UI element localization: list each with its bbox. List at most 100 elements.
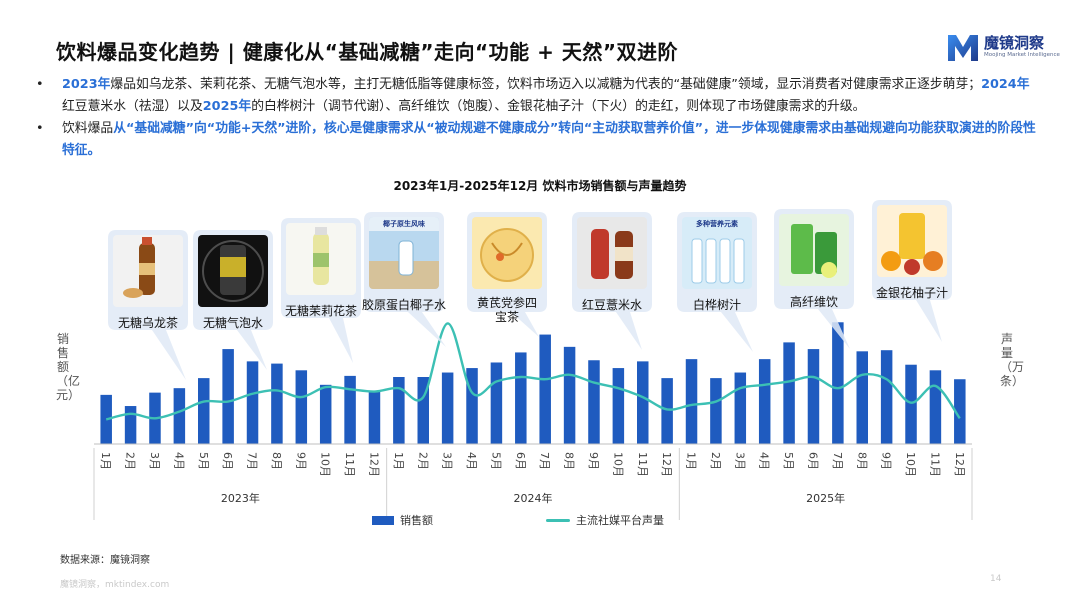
- x-tick-label: 7月: [538, 452, 551, 470]
- page-title: 饮料爆品变化趋势 | 健康化从“基础减糖”走向“功能 + 天然”双进阶: [56, 40, 678, 64]
- x-tick-label: 11月: [636, 452, 649, 477]
- sales-bar: [880, 350, 893, 444]
- x-tick-label: 3月: [441, 452, 454, 470]
- x-tick-label: 10月: [319, 452, 332, 477]
- x-tick-label: 5月: [489, 452, 502, 470]
- sales-bar: [856, 351, 868, 444]
- chart-title: 2023年1月-2025年12月 饮料市场销售额与声量趋势: [393, 179, 687, 193]
- product-callout: 红豆薏米水: [572, 212, 652, 350]
- product-callout: 椰子原生风味胶原蛋白椰子水: [362, 212, 446, 347]
- x-tick-label: 1月: [685, 452, 698, 470]
- sales-bar: [198, 378, 210, 444]
- x-tick-label: 9月: [587, 452, 600, 470]
- x-tick-label: 4月: [172, 452, 185, 470]
- legend-bar-swatch: [372, 515, 394, 525]
- x-tick-label: 6月: [806, 452, 819, 470]
- product-label: 胶原蛋白椰子水: [361, 298, 446, 312]
- volume-line: [105, 322, 961, 421]
- x-tick-label: 12月: [660, 452, 673, 477]
- sales-bar: [563, 346, 576, 444]
- left-axis-label: 销售额（亿元）: [56, 332, 81, 402]
- legend-sales-label: 销售额: [400, 514, 433, 527]
- x-tick-label: 2月: [124, 452, 137, 470]
- bullet-marker: •: [36, 77, 44, 92]
- x-tick-label: 7月: [246, 452, 259, 470]
- sales-bar: [685, 359, 698, 444]
- legend-item-volume: 主流社媒平台声量: [546, 512, 664, 528]
- sales-bar: [758, 359, 771, 444]
- x-tick-label: 4月: [465, 452, 478, 470]
- sales-bar: [954, 379, 966, 444]
- sales-bar: [368, 391, 381, 444]
- x-tick-label: 9月: [880, 452, 893, 470]
- sales-bar: [466, 368, 478, 444]
- sales-bar: [710, 378, 722, 444]
- product-label: 红豆薏米水: [581, 298, 642, 312]
- body-text: 的白桦树汁（调节代谢）、高纤维饮（饱腹）、金银花柚子汁（下火）的走红，则体现了市…: [251, 98, 866, 114]
- product-callout: 高纤维饮: [774, 209, 854, 349]
- x-tick-label: 3月: [733, 452, 746, 470]
- year-label: 2024年: [514, 491, 553, 505]
- sales-bar: [344, 375, 356, 444]
- sales-bar: [929, 370, 942, 444]
- bullet-paragraph: • 2023年爆品如乌龙茶、茉莉花茶、无糖气泡水等，主打无糖低脂等健康标签，饮料市…: [36, 74, 1036, 117]
- x-tick-label: 12月: [953, 452, 966, 477]
- sales-bar: [832, 322, 844, 444]
- x-tick-label: 11月: [343, 452, 356, 477]
- x-tick-label: 5月: [782, 452, 795, 470]
- sales-bar: [173, 388, 186, 444]
- sales-bar: [417, 377, 429, 444]
- sales-bar: [490, 362, 503, 444]
- body-text: 红豆薏米水（祛湿）以及: [62, 98, 203, 114]
- x-tick-label: 6月: [221, 452, 234, 470]
- x-tick-label: 5月: [197, 452, 210, 470]
- sales-bar: [100, 394, 112, 444]
- sales-bar: [246, 361, 259, 444]
- x-tick-label: 12月: [367, 452, 380, 477]
- sales-bar: [539, 334, 551, 444]
- x-tick-label: 8月: [855, 452, 868, 470]
- coconut-water-image: 椰子原生风味: [369, 217, 439, 289]
- body-text: 爆品如乌龙茶、茉莉花茶、无糖气泡水等，主打无糖低脂等健康标签，饮料市场迈入以减糖…: [110, 77, 982, 92]
- red-bean-barley-drink-image: [577, 217, 647, 289]
- highlight-text: 2023年: [62, 77, 111, 92]
- product-callout: 黄芪党参四宝茶: [467, 212, 547, 337]
- sales-bar: [588, 360, 600, 444]
- sales-bar: [124, 406, 137, 444]
- jasmine-tea-bottle-image: [286, 223, 356, 295]
- sales-bar: [271, 363, 283, 444]
- herbal-tea-cup-image: [472, 217, 542, 289]
- product-label: 黄芪党参四宝茶: [476, 296, 537, 324]
- year-label: 2023年: [221, 491, 260, 505]
- sales-bar: [222, 349, 234, 444]
- product-label: 无糖乌龙茶: [117, 316, 178, 330]
- x-tick-label: 10月: [611, 452, 624, 477]
- brand-subtitle: Moojing Market Intelligence: [984, 52, 1060, 58]
- brand-logo-icon: [948, 35, 978, 61]
- sales-bar: [905, 364, 917, 444]
- body-text: 饮料爆品: [62, 121, 114, 136]
- x-tick-label: 3月: [148, 452, 161, 470]
- sales-bar: [637, 361, 649, 444]
- x-tick-label: 4月: [758, 452, 771, 470]
- sales-bar: [734, 372, 747, 444]
- data-source: 数据来源：魔镜洞察: [60, 555, 150, 566]
- x-tick-label: 6月: [514, 452, 527, 470]
- x-tick-label: 9月: [294, 452, 307, 470]
- bullet-marker: •: [36, 121, 44, 136]
- product-callout: 无糖气泡水: [193, 230, 273, 370]
- x-tick-label: 1月: [99, 452, 112, 470]
- product-label: 白桦树汁: [692, 298, 741, 312]
- sales-bar: [393, 377, 405, 444]
- highlight-text: 2024年: [981, 77, 1030, 92]
- product-label: 无糖气泡水: [202, 316, 263, 330]
- product-label: 高纤维饮: [789, 295, 838, 309]
- sparkling-water-can-image: [198, 235, 268, 307]
- page-number: 14: [990, 574, 1002, 584]
- highlight-text: 从“基础减糖”向“功能+天然”进阶，核心是健康需求从“被动规避不健康成分”转向“…: [62, 121, 1036, 158]
- sales-bar: [807, 349, 820, 444]
- product-label: 无糖茉莉花茶: [284, 304, 357, 318]
- chart-legend: 销售额 主流社媒平台声量: [0, 512, 1080, 530]
- brand-name: 魔镜洞察: [984, 34, 1045, 52]
